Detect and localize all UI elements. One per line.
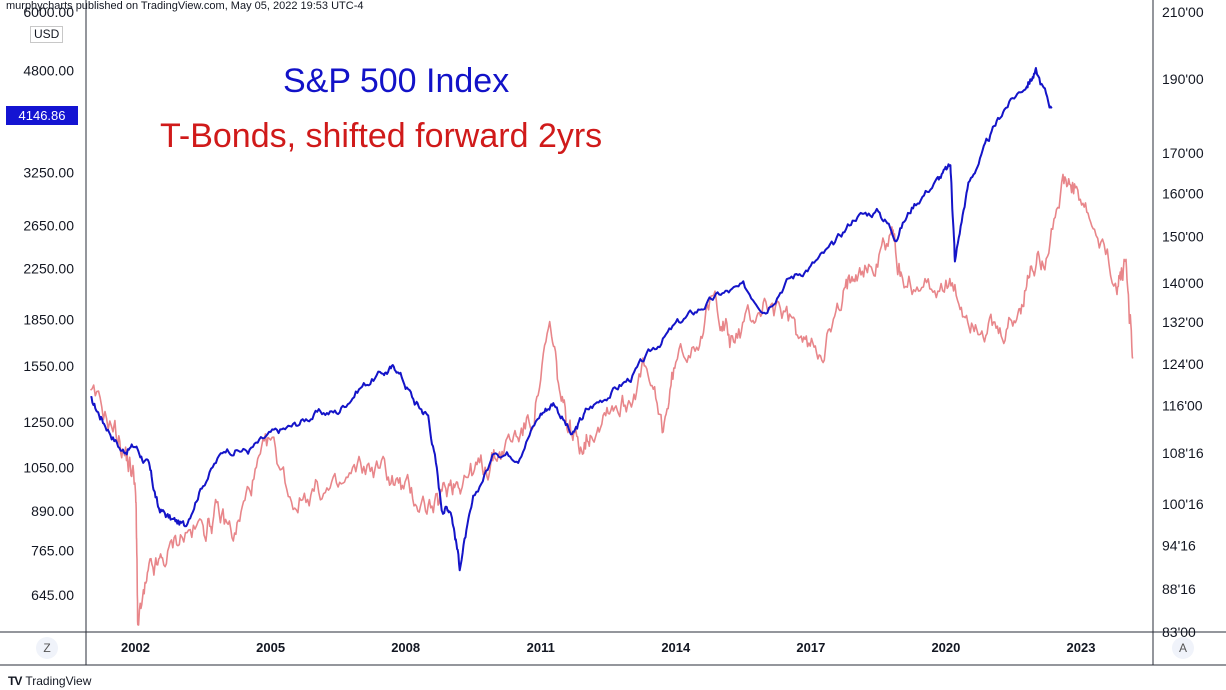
tradingview-logo-icon: TV <box>8 674 22 688</box>
left-price-axis: 645.00 765.00 890.00 1050.00 1250.00 1550.00 1… <box>23 4 74 603</box>
right-tick-label: 170'00 <box>1162 145 1204 161</box>
right-tick-label: 150'00 <box>1162 229 1204 245</box>
right-tick-label: 210'00 <box>1162 4 1204 20</box>
x-tick-label: 2005 <box>256 640 285 655</box>
left-tick-label: 765.00 <box>31 542 74 558</box>
right-tick-label: 108'16 <box>1162 445 1204 461</box>
right-tick-label: 160'00 <box>1162 186 1204 202</box>
brand-name: TradingView <box>25 674 92 688</box>
x-axis: 2002 2005 2008 2011 2014 2017 2020 2023 <box>121 640 1095 655</box>
right-tick-label: 88'16 <box>1162 581 1196 597</box>
right-tick-label: 124'00 <box>1162 356 1204 372</box>
right-tick-label: 94'16 <box>1162 537 1196 553</box>
right-tick-label: 132'00 <box>1162 314 1204 330</box>
right-tick-label: 190'00 <box>1162 71 1204 87</box>
left-axis-button[interactable]: Z <box>36 637 58 659</box>
chart-title-tbonds: T-Bonds, shifted forward 2yrs <box>160 117 603 155</box>
left-tick-label: 1050.00 <box>23 460 74 476</box>
right-tick-label: 100'16 <box>1162 496 1204 512</box>
series-line-sp500 <box>90 67 1053 572</box>
x-tick-label: 2008 <box>391 640 420 655</box>
right-tick-label: 140'00 <box>1162 275 1204 291</box>
series-lines <box>89 67 1134 626</box>
left-tick-label: 1550.00 <box>23 358 74 374</box>
auto-scale-button[interactable]: A <box>1172 637 1194 659</box>
chart-title-sp500: S&P 500 Index <box>283 62 510 100</box>
x-tick-label: 2011 <box>527 640 555 655</box>
left-tick-label: 1850.00 <box>23 312 74 328</box>
x-tick-label: 2017 <box>796 640 825 655</box>
x-tick-label: 2002 <box>121 640 150 655</box>
left-tick-label: 2250.00 <box>23 260 74 276</box>
right-tick-label: 116'00 <box>1162 398 1203 414</box>
left-tick-label: 3250.00 <box>23 164 74 180</box>
series-line-tbonds <box>89 173 1134 626</box>
right-tick-label: 83'00 <box>1162 624 1196 640</box>
right-price-axis: 83'00 88'16 94'16 100'16 108'16 116'00 124'00 1… <box>1162 4 1204 640</box>
last-price-label: 4146.86 <box>6 106 78 125</box>
tradingview-brand[interactable]: TV TradingView <box>8 674 91 688</box>
x-tick-label: 2014 <box>661 640 691 655</box>
publisher-line: murphycharts published on TradingView.co… <box>6 0 364 12</box>
left-tick-label: 1250.00 <box>23 414 74 430</box>
left-tick-label: 4800.00 <box>23 62 74 78</box>
chart-frame <box>0 0 1226 666</box>
x-tick-label: 2023 <box>1067 640 1096 655</box>
left-tick-label: 6000.00 <box>23 4 74 20</box>
left-tick-label: 2650.00 <box>23 218 74 234</box>
x-tick-label: 2020 <box>931 640 960 655</box>
left-tick-label: 645.00 <box>31 587 74 603</box>
currency-label[interactable]: USD <box>30 26 64 43</box>
left-tick-label: 890.00 <box>31 503 74 519</box>
